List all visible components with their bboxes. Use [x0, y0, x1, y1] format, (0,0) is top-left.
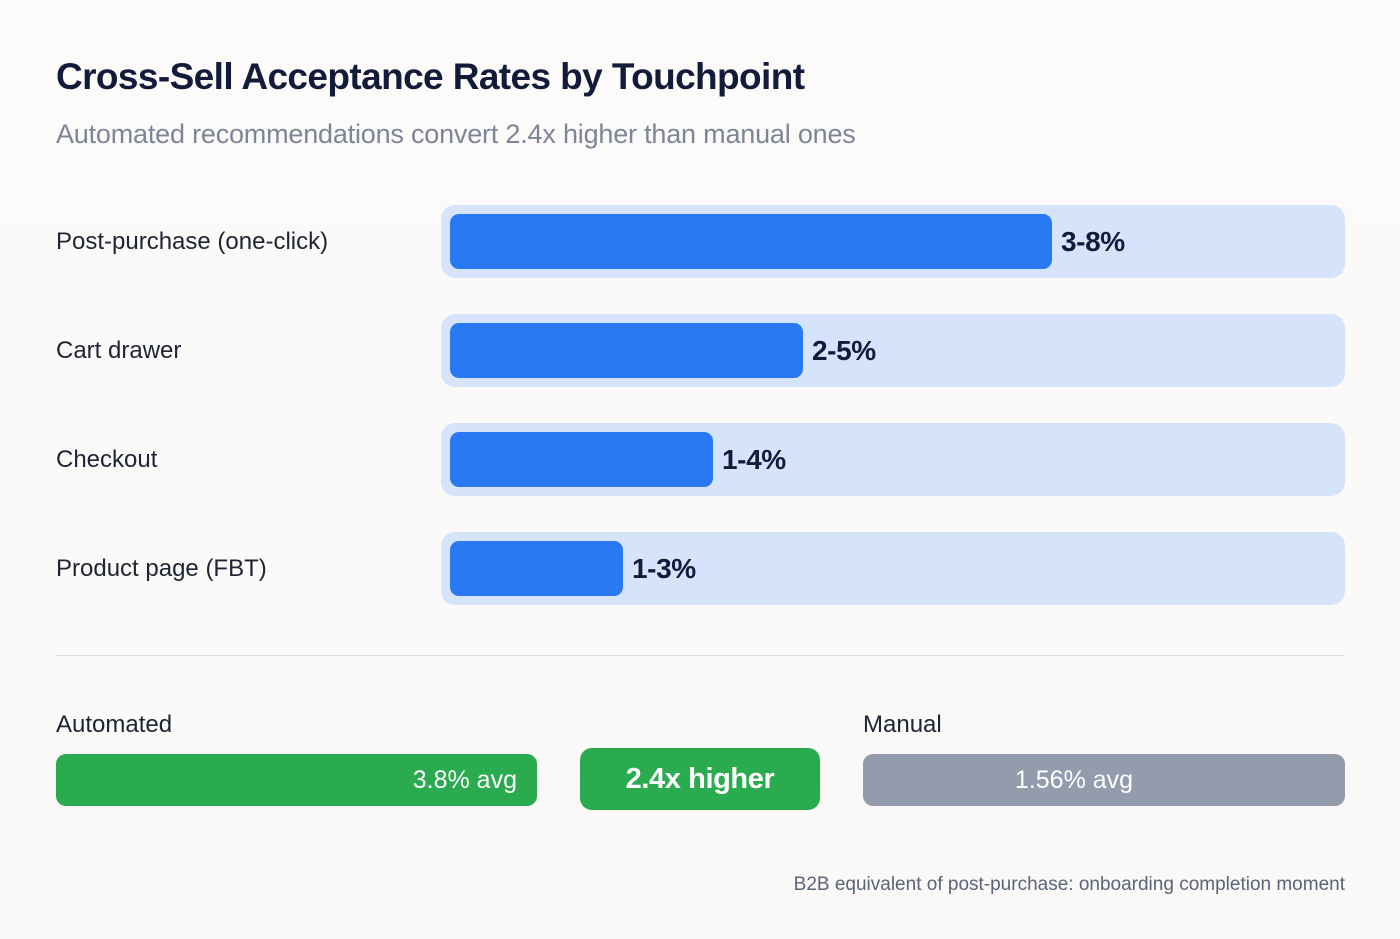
- bar-track: 1-3%: [441, 532, 1345, 605]
- ratio-badge: 2.4x higher: [580, 748, 820, 810]
- page-title: Cross-Sell Acceptance Rates by Touchpoin…: [56, 56, 805, 97]
- footnote: B2B equivalent of post-purchase: onboard…: [793, 874, 1345, 895]
- automated-bar: 3.8% avg: [56, 754, 537, 806]
- page-subtitle: Automated recommendations convert 2.4x h…: [56, 119, 856, 149]
- ratio-badge-text: 2.4x higher: [625, 762, 775, 795]
- bar-row: Product page (FBT) 1-3%: [0, 532, 1400, 605]
- bar-row-label: Cart drawer: [56, 336, 182, 364]
- bar-value-label: 1-4%: [722, 443, 786, 475]
- bar-track: 3-8%: [441, 205, 1345, 278]
- bar-value-label: 1-3%: [632, 552, 696, 584]
- bar-row: Checkout 1-4%: [0, 423, 1400, 496]
- automated-label: Automated: [56, 711, 173, 738]
- bar-fill: [450, 323, 803, 378]
- manual-value: 1.56% avg: [1014, 765, 1134, 794]
- bar-track: 1-4%: [441, 423, 1345, 496]
- manual-label: Manual: [863, 711, 942, 738]
- manual-bar: 1.56% avg: [863, 754, 1345, 806]
- bar-fill: [450, 214, 1052, 269]
- bar-track: 2-5%: [441, 314, 1345, 387]
- automated-value: 3.8% avg: [412, 765, 517, 794]
- bar-fill: [450, 541, 623, 596]
- bar-row-label: Product page (FBT): [56, 554, 267, 582]
- bar-row-label: Post-purchase (one-click): [56, 227, 329, 255]
- section-divider: [56, 655, 1345, 656]
- bar-value-label: 2-5%: [812, 334, 876, 366]
- bar-chart: Post-purchase (one-click) 3-8% Cart draw…: [0, 205, 1400, 641]
- bar-value-label: 3-8%: [1061, 225, 1125, 257]
- bar-fill: [450, 432, 713, 487]
- bar-row: Post-purchase (one-click) 3-8%: [0, 205, 1400, 278]
- bar-row: Cart drawer 2-5%: [0, 314, 1400, 387]
- bar-row-label: Checkout: [56, 445, 158, 473]
